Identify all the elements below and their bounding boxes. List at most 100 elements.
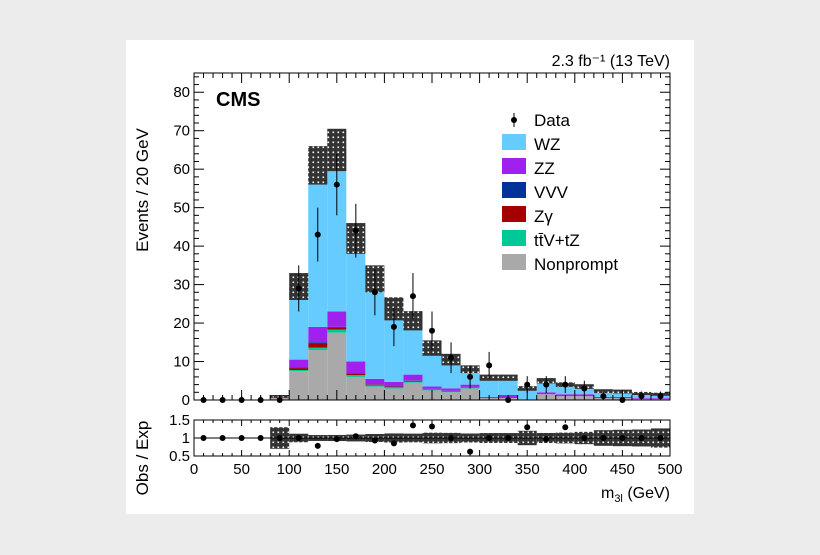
ratio-y-tick-label: 1.5 [169,412,190,429]
bar-nonprompt [289,371,309,400]
bar-tt-v-tz [346,374,366,377]
data-point [333,181,340,188]
x-tick-label: 300 [467,461,492,478]
bar-z- [403,380,423,382]
bar-tt-v-tz [289,369,309,372]
x-tick-label: 450 [610,461,635,478]
bar-zz [327,311,347,327]
uncertainty-band [593,389,613,394]
data-point [486,362,493,369]
y-tick-label: 40 [173,238,190,255]
bar-vvv [327,326,347,328]
uncertainty-band [308,146,328,185]
y-tick-label: 30 [173,277,190,294]
x-tick-label: 250 [419,461,444,478]
legend-item-tt-v-tz: tt̄V+tZ [502,230,580,250]
ratio-point [238,435,245,441]
ratio-point [505,435,512,441]
data-point [562,381,569,388]
y-tick-label: 0 [182,392,190,409]
legend-swatch [502,230,526,246]
bar-zz [441,388,461,391]
ratio-y-axis-label: Obs / Exp [133,421,152,496]
experiment-label: CMS [216,89,260,111]
bar-zz [403,374,423,381]
bar-wz [441,359,461,389]
legend-data-marker [511,117,517,123]
bar-nonprompt [365,386,385,400]
ratio-point [600,435,607,441]
ratio-point [352,433,359,440]
bar-vvv [289,367,309,369]
data-point [467,373,474,380]
data-point [371,289,378,296]
legend-item-nonprompt: Nonprompt [502,254,618,274]
bar-wz [479,377,499,397]
bar-vvv [308,342,328,344]
bar-z- [327,327,347,330]
x-tick-label: 0 [190,461,198,478]
bar-z- [365,384,385,386]
y-tick-label: 80 [173,84,190,101]
ratio-point [467,448,474,455]
bar-nonprompt [327,332,347,400]
legend-swatch [502,182,526,198]
data-point [390,323,397,330]
legend-swatch [502,206,526,222]
y-tick-label: 20 [173,315,190,332]
ratio-point [543,436,550,443]
bar-zz [536,392,556,395]
x-tick-label: 500 [657,461,682,478]
bar-z- [289,368,309,370]
legend-item-wz: WZ [502,134,560,154]
y-tick-label: 10 [173,354,190,371]
bar-tt-v-tz [403,381,423,383]
legend-label: WZ [534,135,560,154]
legend: Data WZ ZZ VVV Zγ tt̄V+tZ Nonprompt [502,111,618,274]
bar-nonprompt [346,376,366,400]
data-point [314,231,321,238]
lumi-label: 2.3 fb⁻¹ (13 TeV) [552,53,670,70]
y-tick-label: 60 [173,161,190,178]
ratio-point [619,435,626,441]
ratio-point [638,435,645,441]
ratio-point [276,435,283,441]
bar-nonprompt [460,388,480,400]
bar-nonprompt [384,388,404,400]
bar-z- [384,386,404,388]
uncertainty-band [498,374,518,381]
bar-nonprompt [308,349,328,400]
ratio-point [486,435,493,441]
x-tick-label: 350 [515,461,540,478]
bar-zz [289,359,309,368]
ratio-point [295,435,302,441]
x-tick-label: 100 [277,461,302,478]
bar-zz [365,378,385,385]
bar-z- [346,373,366,375]
bar-z- [308,343,328,348]
uncertainty-band [403,311,423,331]
legend-swatch [502,158,526,174]
ratio-point [333,436,340,443]
legend-label: VVV [534,183,569,202]
ratio-point [371,437,378,444]
ratio-y-tick-label: 1 [182,430,190,447]
x-tick-label: 400 [562,461,587,478]
legend-swatch [502,254,526,270]
bar-wz [289,286,309,360]
data-point [543,381,550,388]
bar-zz [422,386,442,389]
data-point [524,381,531,388]
main-plot: 0 10 20 30 40 50 60 70 80 CMS Events / 20 GeV [133,72,671,409]
bar-zz [308,326,328,343]
bar-nonprompt [403,382,423,400]
ratio-point [314,442,321,449]
ratio-point [257,435,264,441]
ratio-point [219,435,226,441]
ratio-point [524,424,531,431]
legend-label: Data [534,111,570,130]
ratio-point [429,423,435,430]
ratio-point [200,435,207,441]
legend-item-data: Data [511,111,570,130]
legend-label: ZZ [534,159,555,178]
